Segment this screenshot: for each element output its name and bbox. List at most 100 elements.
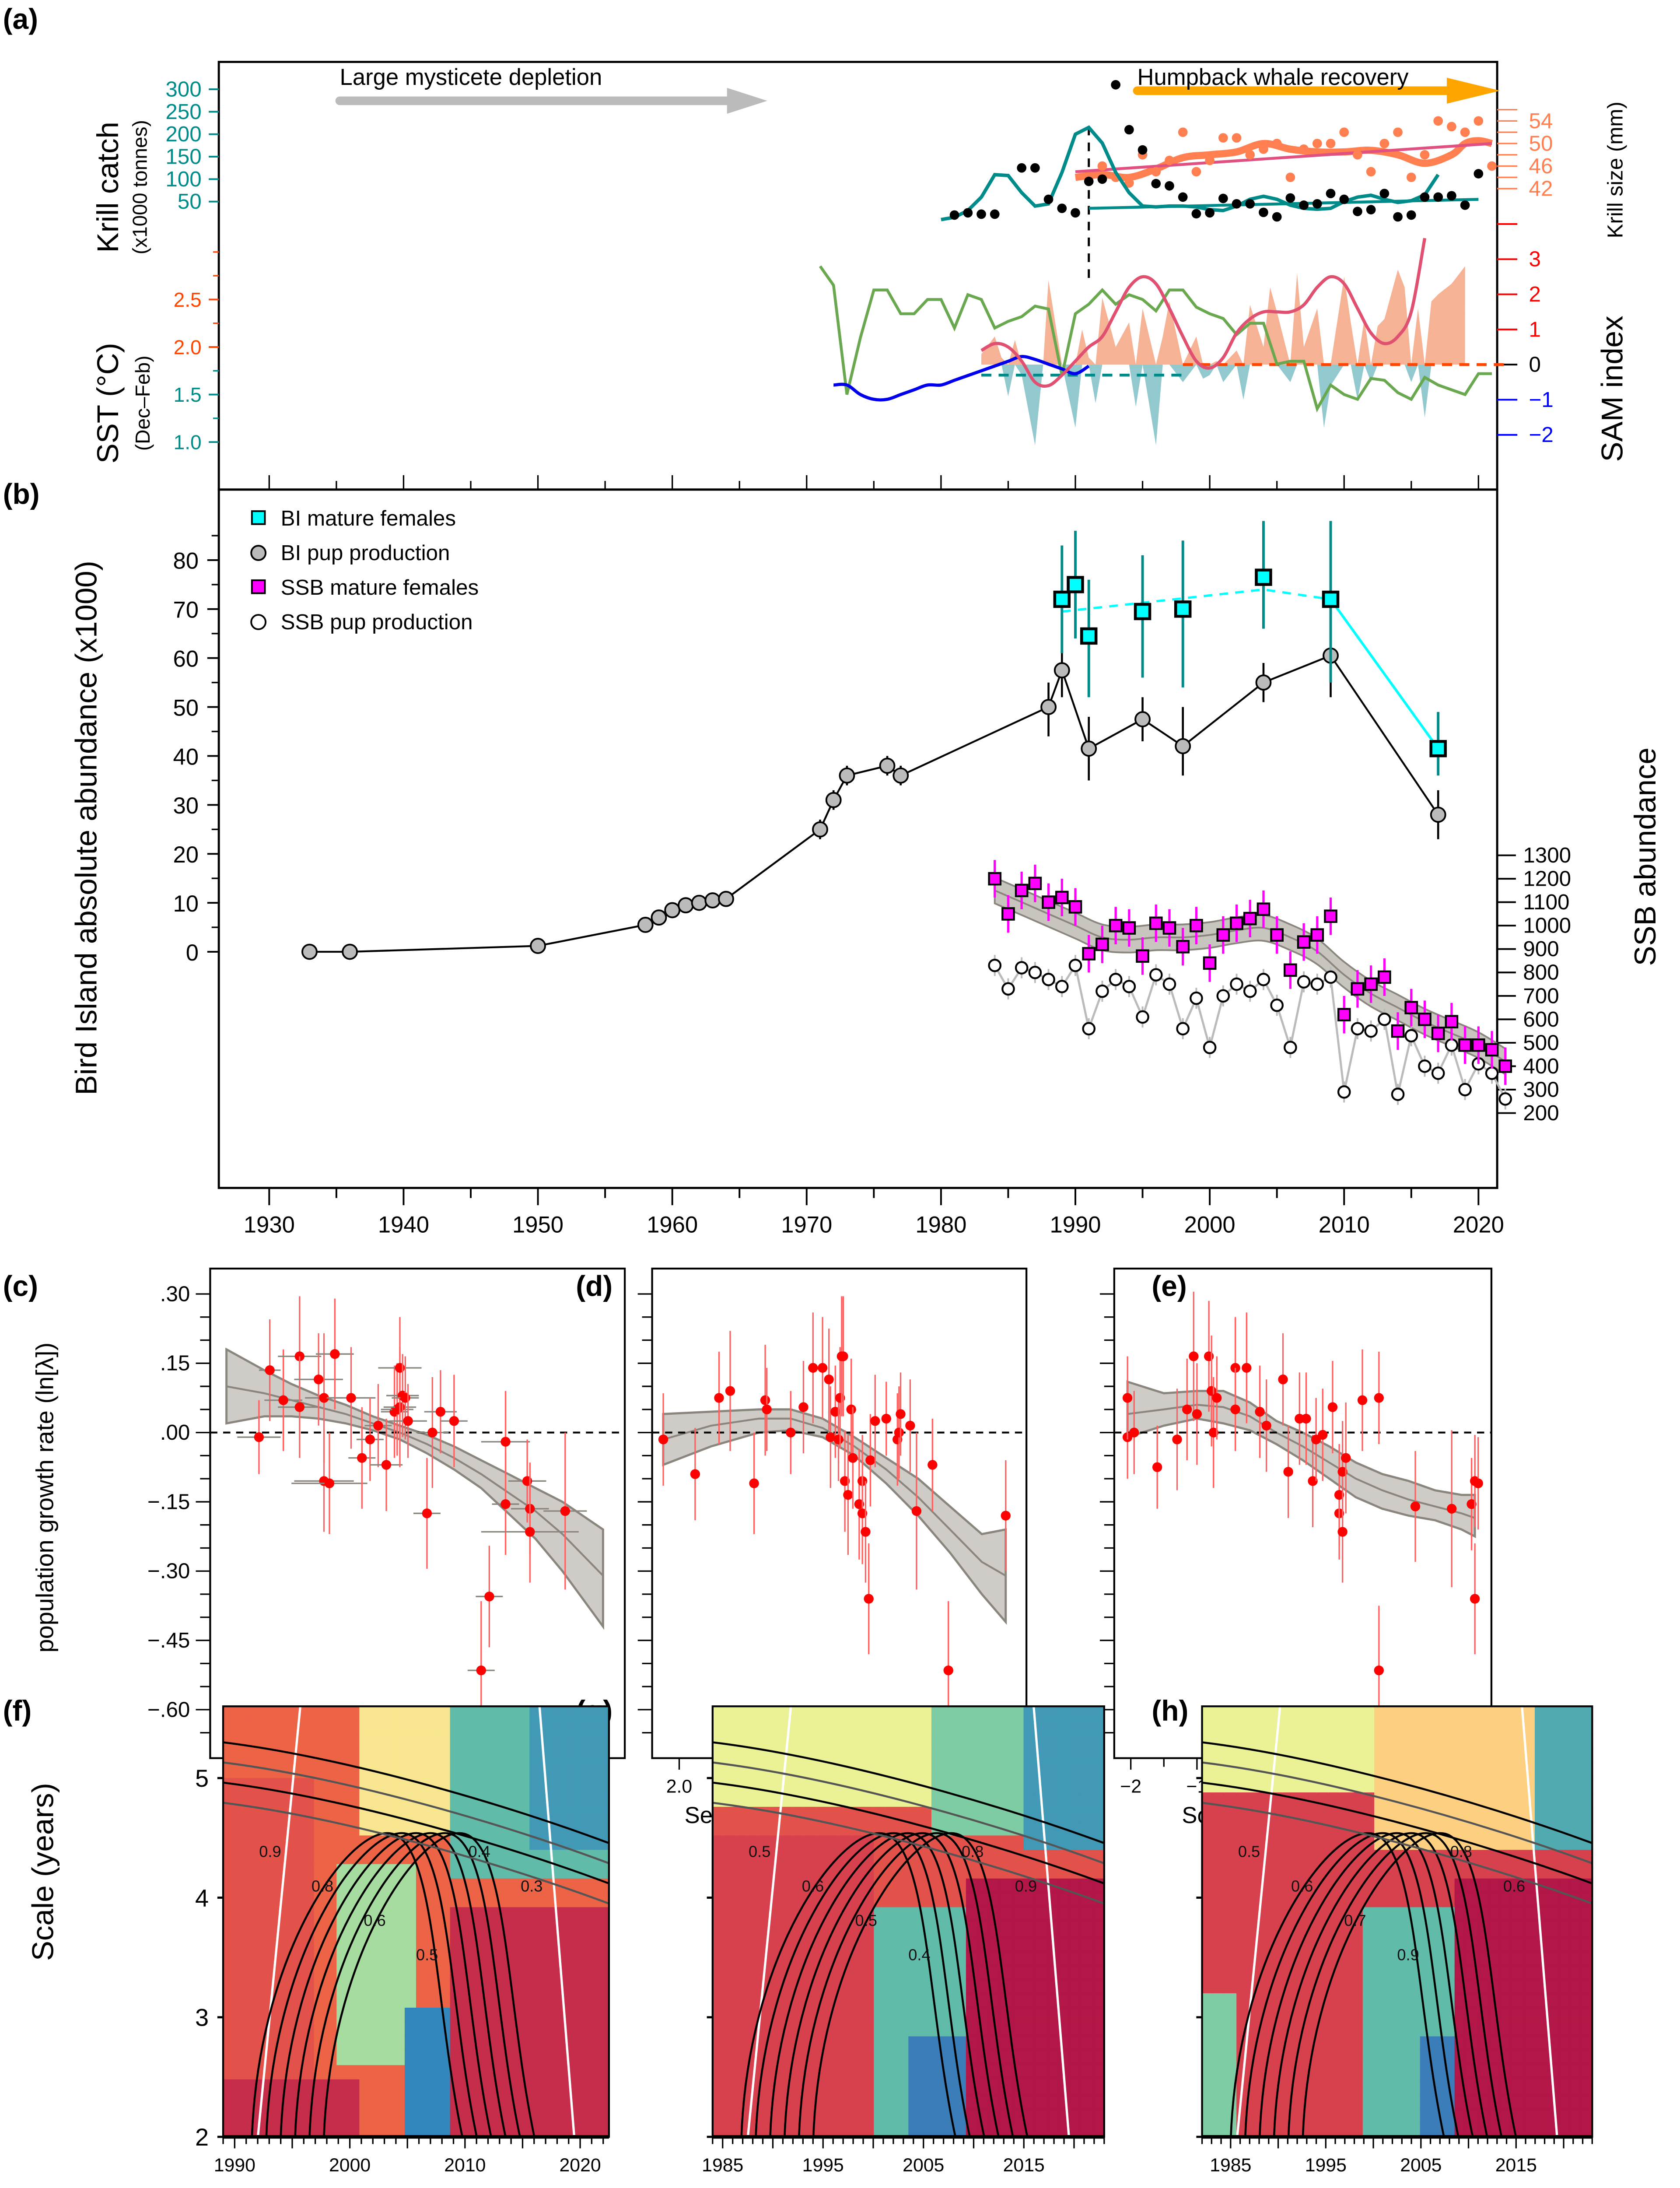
heatmap-cell [1500,2036,1513,2052]
heatmap-cell [781,1821,794,1837]
heatmap-cell [359,2079,372,2095]
heatmap-cell [1328,1749,1341,1765]
heatmap-cell [382,1993,395,2009]
heatmap-cell [1046,2079,1059,2095]
heatmap-cell [1374,1907,1387,1923]
heatmap-cell [268,2093,281,2109]
heatmap-cell [1397,1907,1410,1923]
heatmap-cell [575,2079,588,2095]
heatmap-cell [404,1979,417,1995]
heatmap-cell [862,1721,875,1736]
heatmap-cell [404,1950,417,1966]
heatmap-cell [712,2108,725,2124]
heatmap-cell [850,2108,863,2124]
ssb-female-point [1015,884,1029,898]
heatmap-cell [1408,1721,1421,1736]
heatmap-cell [541,2093,553,2109]
heatmap-cell [234,2022,247,2037]
heatmap-cell [1443,1764,1456,1779]
heatmap-cell [518,1864,531,1879]
heatmap-cell [1512,2036,1524,2052]
heatmap-cell [1069,1922,1082,1937]
data-point [1242,1363,1252,1373]
heatmap-cell [1569,1706,1582,1722]
heatmap-cell [1351,2051,1364,2066]
x-tick-label: 2010 [1319,1212,1370,1238]
heatmap-cell [839,1993,852,2009]
heatmap-cell [885,2065,898,2081]
heatmap-cell [1023,2079,1036,2095]
heatmap-cell [1081,1735,1094,1750]
bi-female-point [1067,576,1084,593]
heatmap-cell [1035,1950,1048,1966]
heatmap-cell [302,1864,315,1879]
heatmap-cell [1081,1993,1094,2009]
ssb-pup-point [1096,984,1109,998]
heatmap-cell [908,1950,921,1966]
heatmap-cell [1351,1936,1364,1951]
heatmap-cell [735,1993,748,2009]
heatmap-cell [404,2007,417,2023]
heatmap-cell [1282,1778,1295,1793]
heatmap-cell [450,1764,462,1779]
heatmap-cell [1489,2051,1502,2066]
heatmap-cell [1213,1893,1226,1908]
heatmap-cell [1454,1821,1467,1837]
heatmap-cell [1362,1721,1376,1736]
heatmap-cell [586,2022,598,2037]
ssb-female-point [988,872,1002,886]
ssb-female-point [1149,916,1163,930]
heatmap-cell [404,1907,417,1923]
heatmap-cell [1546,1764,1559,1779]
heatmap-cell [223,1764,235,1779]
heatmap-cell [1236,1979,1249,1995]
heatmap-cell [1202,1721,1214,1736]
heatmap-cell [1012,2065,1025,2081]
heatmap-cell [862,2051,875,2066]
heatmap-cell [781,1835,794,1851]
heatmap-cell [484,2022,497,2037]
heatmap-cell [1081,1950,1094,1966]
heatmap-cell [359,2093,372,2109]
heatmap-cell [885,2093,898,2109]
heatmap-cell [552,1964,565,1980]
heatmap-cell [564,1806,576,1822]
heatmap-cell [1580,1749,1593,1765]
heatmap-cell [1397,1936,1410,1951]
heatmap-cell [541,1764,553,1779]
data-point [1337,1467,1348,1477]
heatmap-cell [805,1850,817,1865]
heatmap-cell [1236,1778,1249,1793]
heatmap-cell [1397,2036,1410,2052]
heatmap-cell [268,1835,281,1851]
ssb-pup-point [1485,1066,1499,1080]
y-tick-label: −.15 [147,1490,190,1514]
heatmap-cell [1466,1950,1479,1966]
heatmap-cell [1340,2065,1352,2081]
ssb-female-point [1256,902,1270,916]
data-point [1374,1665,1384,1676]
heatmap-cell [575,2051,588,2066]
heatmap-cell [1374,1721,1387,1736]
heatmap-cell [759,1706,771,1722]
sst-tick-label: 2.5 [174,288,202,311]
ssb-female-point [1109,919,1123,933]
heatmap-cell [564,1749,576,1765]
krill-catch-point [1379,189,1390,199]
contour-line [223,1802,609,1905]
heatmap-cell [735,1907,748,1923]
heatmap-cell [1512,1721,1524,1736]
heatmap-cell [735,2051,748,2066]
ssb-pup-point [1431,1066,1445,1080]
heatmap-cell [1535,2007,1547,2023]
heatmap-cell [246,1936,258,1951]
heatmap-cell [575,1806,588,1822]
heatmap-cell [1569,1749,1582,1765]
heatmap-cell [575,1950,588,1966]
heatmap-cell [1081,1922,1094,1937]
heatmap-cell [850,1979,863,1995]
data-point [1189,1351,1199,1361]
heatmap-cell [977,1778,990,1793]
heatmap-cell [597,1964,610,1980]
heatmap-cell [268,1735,281,1750]
